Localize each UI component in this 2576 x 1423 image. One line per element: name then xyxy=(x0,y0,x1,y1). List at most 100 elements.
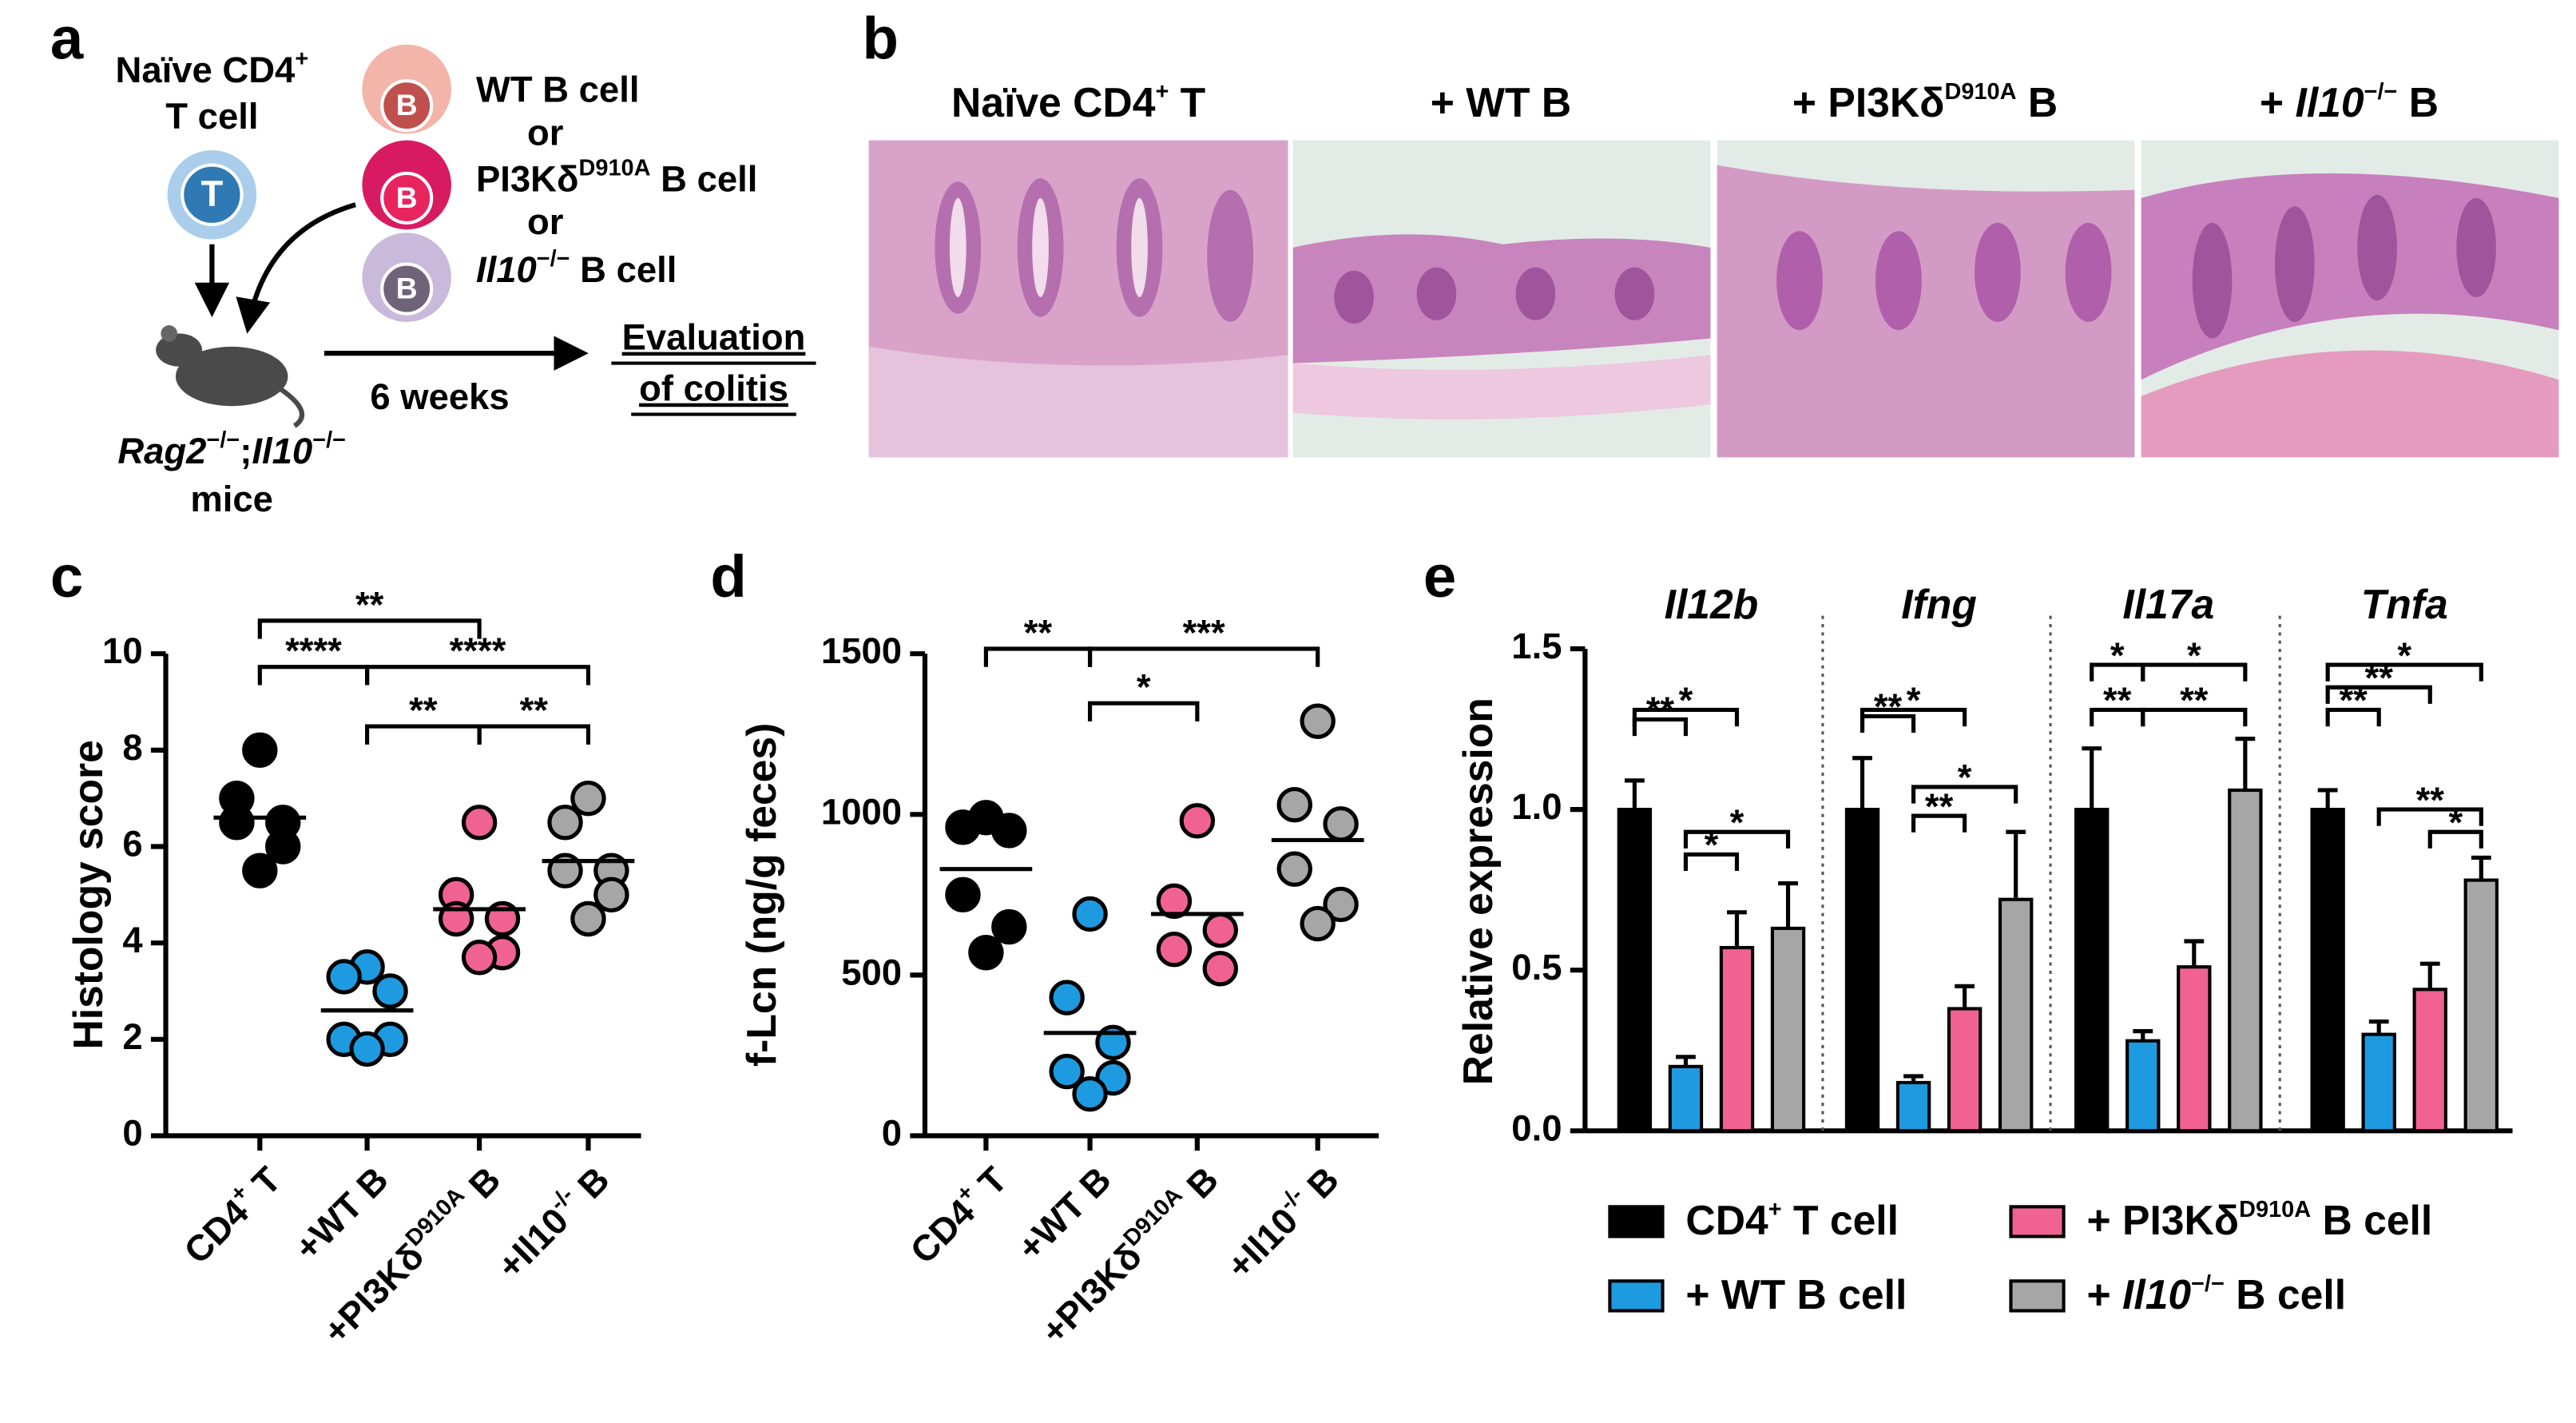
significance-label: * xyxy=(2110,635,2125,676)
y-tick-label: 1.5 xyxy=(1511,626,1562,666)
category-label: Tnfa xyxy=(2361,581,2448,627)
legend-swatch xyxy=(2009,1279,2066,1313)
data-point xyxy=(1323,806,1359,842)
arrow xyxy=(236,202,357,334)
y-tick-label: 4 xyxy=(122,920,143,960)
b-cell-core xyxy=(380,79,434,133)
significance-label: ** xyxy=(520,690,549,731)
data-point xyxy=(461,805,498,841)
significance-label: * xyxy=(2397,635,2411,676)
significance-label: **** xyxy=(285,630,342,671)
significance-label: ** xyxy=(2365,658,2394,698)
mouse-icon xyxy=(156,325,304,428)
legend-label: + WT B cell xyxy=(1685,1271,1907,1318)
or-label: or xyxy=(527,112,563,153)
y-axis-label: Relative expression xyxy=(1455,698,1501,1085)
outcome: Evaluation xyxy=(622,317,806,358)
y-tick-label: 8 xyxy=(122,727,142,768)
significance-bracket xyxy=(1632,717,1689,737)
bar xyxy=(1719,945,1755,1133)
bar xyxy=(1844,808,1880,1133)
bar xyxy=(1947,1007,1983,1133)
recipient-name: Rag2−/−;Il10−/− xyxy=(117,427,346,471)
panel-label: a xyxy=(50,5,84,71)
histology-title: + Il10−/− B xyxy=(2260,79,2439,125)
t-cell-title: Naïve CD4+ xyxy=(116,46,309,90)
significance-bracket xyxy=(2141,662,2248,682)
legend-label: + PI3KδD910A B cell xyxy=(2087,1197,2433,1243)
significance-label: * xyxy=(1137,667,1151,708)
bar xyxy=(1998,897,2034,1133)
data-point xyxy=(1156,883,1193,920)
data-point xyxy=(1049,1053,1085,1090)
significance-label: *** xyxy=(1183,612,1225,653)
legend-swatch xyxy=(1608,1205,1665,1238)
significance-label: * xyxy=(1679,680,1693,721)
data-point xyxy=(1156,932,1193,968)
data-point xyxy=(547,805,583,841)
data-point xyxy=(1300,703,1336,739)
y-tick-label: 0.0 xyxy=(1511,1107,1562,1148)
significance-label: ** xyxy=(1925,786,1954,827)
b-cell-label: PI3KδD910A B cell xyxy=(476,155,757,199)
data-point xyxy=(1202,951,1238,987)
histology-title: + WT B xyxy=(1431,79,1571,125)
significance-bracket xyxy=(2325,662,2483,682)
significance-bracket xyxy=(2325,685,2432,704)
y-tick-label: 6 xyxy=(122,824,142,865)
x-tick-label: +WT B xyxy=(287,1159,396,1269)
panel-label: b xyxy=(862,5,898,71)
significance-label: **** xyxy=(450,630,506,671)
b-badge: B xyxy=(396,181,418,214)
data-point xyxy=(1072,896,1108,932)
b-cell-label: Il10−/− B cell xyxy=(476,246,677,290)
y-tick-label: 0 xyxy=(122,1112,142,1153)
bar xyxy=(1668,1064,1704,1133)
y-tick-label: 0.5 xyxy=(1511,947,1562,988)
bar xyxy=(2125,1039,2161,1133)
bar xyxy=(1617,808,1653,1133)
legend-label: + Il10−/− B cell xyxy=(2087,1271,2347,1318)
bar xyxy=(2463,878,2499,1133)
b-cell-core xyxy=(380,171,434,225)
b-badge: B xyxy=(396,88,418,121)
legend-swatch xyxy=(1608,1279,1665,1313)
data-point xyxy=(372,973,408,1009)
bar xyxy=(2074,808,2110,1133)
b-cell-label: WT B cell xyxy=(476,70,640,110)
diagram: Naïve CD4+ T cell T Rag2−/−;Il10−/− mice… xyxy=(116,44,816,519)
data-point xyxy=(968,935,1004,971)
category-label: Il17a xyxy=(2122,581,2214,627)
x-tick-label: +Il10-/- B xyxy=(1217,1156,1347,1286)
histology-image xyxy=(868,140,1288,458)
y-tick-label: 1500 xyxy=(821,630,902,671)
significance-label: ** xyxy=(1874,686,1903,727)
significance-label: * xyxy=(1705,825,1719,865)
y-tick-label: 2 xyxy=(122,1016,142,1057)
histology-image xyxy=(1717,140,2135,458)
y-tick-label: 0 xyxy=(882,1112,902,1153)
data-point xyxy=(1049,980,1085,1016)
data-point xyxy=(349,1031,385,1067)
significance-label: ** xyxy=(1024,612,1053,653)
data-point xyxy=(1202,912,1238,948)
significance-label: * xyxy=(1730,802,1744,843)
significance-label: * xyxy=(2187,635,2201,676)
histology-image xyxy=(2141,140,2559,458)
bar xyxy=(2228,788,2263,1133)
data-point xyxy=(593,876,629,913)
significance-bracket xyxy=(1860,707,1967,727)
significance-bracket xyxy=(477,724,591,745)
panel-label: c xyxy=(50,543,83,610)
histology-image xyxy=(1292,140,1711,458)
data-point xyxy=(242,732,278,769)
t-badge: T xyxy=(201,173,224,214)
significance-label: ** xyxy=(2339,680,2368,721)
significance-bracket xyxy=(2141,707,2248,727)
legend-swatch xyxy=(2009,1205,2066,1238)
bar xyxy=(2310,808,2345,1133)
bar xyxy=(1770,926,1806,1133)
b-badge: B xyxy=(396,271,418,304)
